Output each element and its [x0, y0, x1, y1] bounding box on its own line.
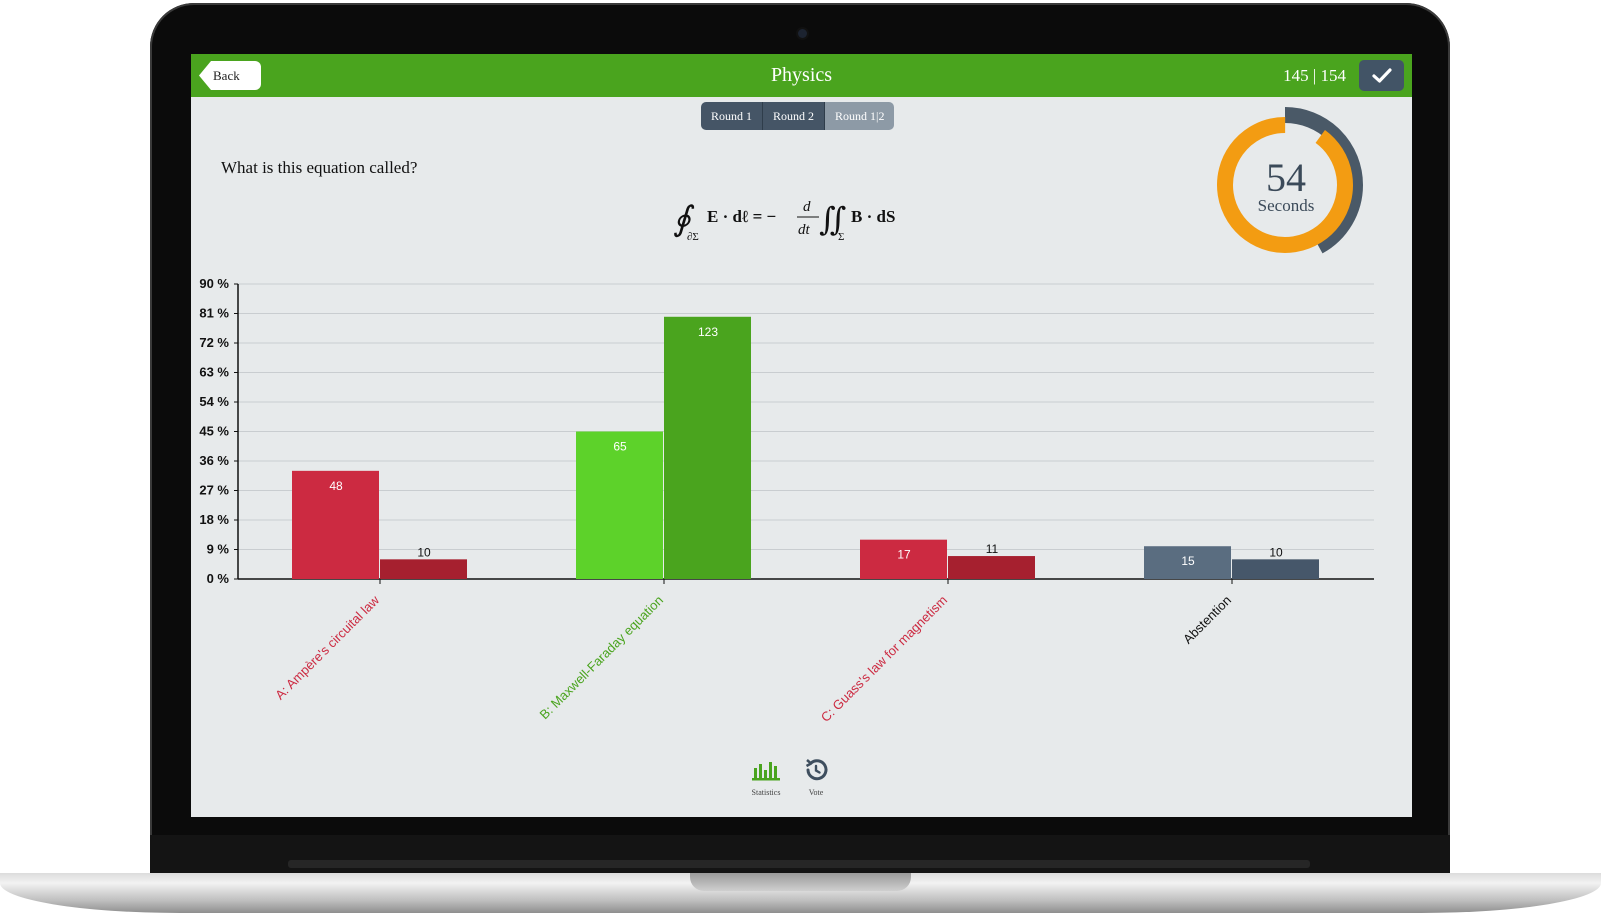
- round-tabs: Round 1 Round 2 Round 1|2: [701, 102, 895, 130]
- bar-value-label: 17: [897, 548, 911, 562]
- x-category-label: A: Ampère's circuital law: [272, 592, 382, 702]
- check-icon: [1372, 68, 1392, 83]
- bar[interactable]: [860, 539, 947, 579]
- bar[interactable]: [1232, 559, 1319, 579]
- results-chart: 90 % 81 % 72 % 63 % 54 % 45 % 36 % 27 % 18 % 9 % 0…: [199, 276, 1374, 725]
- laptop-notch: [690, 873, 911, 891]
- vote-label: Vote: [808, 788, 824, 797]
- camera-icon: [798, 29, 807, 38]
- equation-rhs: B · dS: [851, 207, 895, 226]
- bar[interactable]: [664, 316, 751, 579]
- contour-integral-sign: ∮: [673, 199, 695, 239]
- timer-elapsed-arc: [1207, 107, 1363, 263]
- bar-chart-icon: [752, 762, 780, 781]
- equation-lhs: E · dℓ = −: [707, 207, 776, 226]
- equation: ∮ ∂Σ E · dℓ = − d dt ∬ Σ B · dS: [673, 199, 895, 243]
- bar[interactable]: [948, 556, 1035, 579]
- bar[interactable]: [576, 431, 663, 580]
- equation-contour-sub: ∂Σ: [687, 231, 699, 243]
- y-tick-label: 36 %: [199, 453, 229, 468]
- vote-counter: 145 | 154: [1283, 66, 1346, 85]
- bar-value-label: 11: [986, 542, 999, 556]
- bar[interactable]: [292, 470, 379, 579]
- bottom-toolbar: Statistics Vote: [741, 758, 841, 808]
- bar-value-label: 65: [613, 440, 627, 454]
- bar[interactable]: [380, 559, 467, 579]
- bar-value-label: 15: [1181, 554, 1195, 568]
- bar-value-label: 10: [417, 545, 431, 559]
- timer-value: 54: [1266, 155, 1306, 200]
- y-tick-label: 90 %: [199, 276, 229, 291]
- equation-surface-sub: Σ: [838, 231, 844, 243]
- timer-ring: [1207, 107, 1363, 263]
- bar[interactable]: [1144, 546, 1231, 579]
- round-tab-1[interactable]: Round 1: [701, 102, 764, 130]
- equation-frac-den: dt: [798, 222, 811, 238]
- round-tab-3[interactable]: Round 1|2: [825, 102, 895, 130]
- laptop-hinge: [288, 860, 1310, 868]
- back-button[interactable]: Back: [199, 61, 261, 90]
- y-tick-label: 54 %: [199, 394, 229, 409]
- timer-unit: Seconds: [1257, 196, 1315, 215]
- confirm-button[interactable]: [1359, 60, 1404, 91]
- vote-button[interactable]: Vote: [791, 758, 841, 797]
- y-tick-label: 72 %: [199, 335, 229, 350]
- equation-frac-num: d: [803, 199, 811, 215]
- question-text: What is this equation called?: [221, 158, 418, 177]
- x-category-label: Abstention: [1180, 593, 1234, 647]
- statistics-button[interactable]: Statistics: [741, 758, 791, 797]
- surface-integral-sign: ∬: [819, 200, 846, 238]
- x-category-label: C: Guass's law for magnetism: [818, 593, 950, 725]
- app-screen: Back Physics 145 | 154 Round 1 Round 2 Rou…: [191, 54, 1412, 817]
- x-category-label: B: Maxwell-Faraday equation: [536, 593, 666, 723]
- y-tick-label: 63 %: [199, 365, 229, 380]
- y-tick-label: 45 %: [199, 424, 229, 439]
- y-tick-label: 18 %: [199, 512, 229, 527]
- y-tick-label: 81 %: [199, 306, 229, 321]
- bar-value-label: 10: [1269, 545, 1283, 559]
- y-tick-label: 0 %: [207, 571, 230, 586]
- bar-value-label: 123: [698, 325, 718, 339]
- page-title: Physics: [770, 64, 833, 86]
- y-tick-label: 27 %: [199, 483, 229, 498]
- countdown-timer: 54 Seconds: [1206, 100, 1366, 270]
- history-icon: [805, 759, 828, 781]
- y-tick-label: 9 %: [207, 542, 230, 557]
- statistics-label: Statistics: [751, 788, 781, 797]
- round-tab-2[interactable]: Round 2: [763, 102, 826, 130]
- bar-value-label: 48: [329, 479, 343, 493]
- top-bar: Back Physics 145 | 154: [191, 54, 1412, 97]
